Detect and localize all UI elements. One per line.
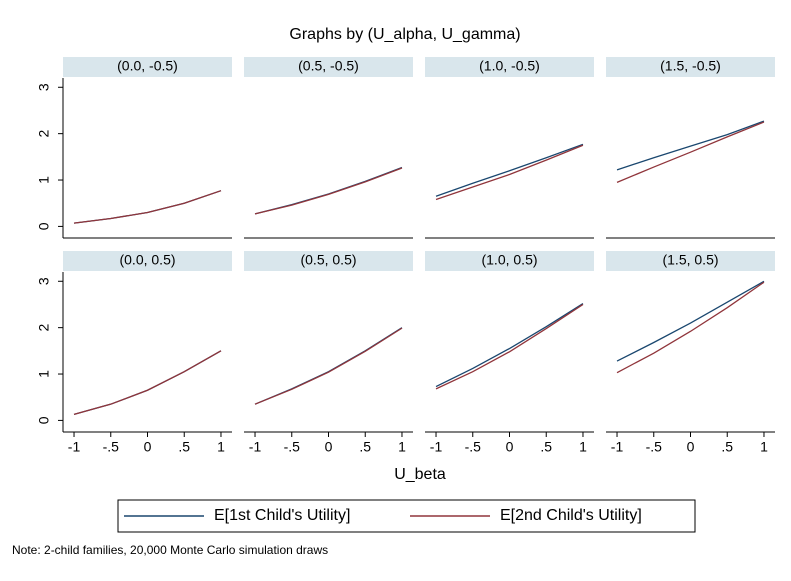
x-tick-label: -1: [249, 439, 262, 455]
series-line: [435, 143, 584, 197]
panel-title: (1.0, 0.5): [481, 252, 537, 268]
x-axis-label: U_beta: [394, 466, 446, 483]
x-tick-label: -1: [611, 439, 624, 455]
x-tick-label: 0: [506, 439, 514, 455]
panel-title: (0.5, -0.5): [298, 58, 359, 74]
series-line: [254, 327, 403, 405]
y-tick-label: 0: [36, 222, 52, 230]
x-tick-label: 0: [325, 439, 333, 455]
x-tick-label: -1: [430, 439, 443, 455]
x-tick-label: -.5: [465, 439, 482, 455]
y-tick-label: 1: [36, 176, 52, 184]
panel-header: [606, 57, 775, 77]
panel-header: [244, 57, 413, 77]
panel-title: (0.5, 0.5): [300, 252, 356, 268]
x-tick-label: 0: [687, 439, 695, 455]
series-line: [616, 280, 765, 362]
x-tick-label: 1: [217, 439, 225, 455]
panel-title: (0.0, -0.5): [117, 58, 178, 74]
x-tick-label: -.5: [284, 439, 301, 455]
series-line: [254, 167, 403, 215]
x-tick-label: .5: [721, 439, 733, 455]
panel-header: [606, 251, 775, 271]
y-tick-label: 3: [36, 83, 52, 91]
series-line: [435, 144, 584, 201]
panel-title: (1.5, 0.5): [662, 252, 718, 268]
legend-label: E[1st Child's Utility]: [214, 507, 350, 524]
note: Note: 2-child families, 20,000 Monte Car…: [12, 543, 328, 557]
series-line: [73, 350, 222, 416]
panel-title: (1.5, -0.5): [660, 58, 721, 74]
panel-header: [63, 251, 232, 271]
x-tick-label: 1: [760, 439, 768, 455]
series-line: [435, 303, 584, 390]
x-tick-label: -1: [68, 439, 81, 455]
series-line: [616, 121, 765, 183]
panel-header: [63, 57, 232, 77]
y-tick-label: 1: [36, 370, 52, 378]
series-line: [73, 190, 222, 224]
x-tick-label: 1: [579, 439, 587, 455]
x-tick-label: 0: [144, 439, 152, 455]
y-tick-label: 2: [36, 324, 52, 332]
legend-label: E[2nd Child's Utility]: [500, 507, 642, 524]
series-line: [616, 120, 765, 171]
x-tick-label: -.5: [646, 439, 663, 455]
series-line: [616, 281, 765, 374]
y-tick-label: 3: [36, 277, 52, 285]
series-line: [435, 302, 584, 388]
chart-title: Graphs by (U_alpha, U_gamma): [289, 26, 520, 43]
x-tick-label: -.5: [103, 439, 120, 455]
x-tick-label: .5: [540, 439, 552, 455]
panel-header: [244, 251, 413, 271]
legend-box: [117, 499, 696, 533]
x-tick-label: .5: [359, 439, 371, 455]
panel-title: (0.0, 0.5): [119, 252, 175, 268]
panel-header: [425, 57, 594, 77]
y-tick-label: 0: [36, 416, 52, 424]
y-tick-label: 2: [36, 130, 52, 138]
x-tick-label: 1: [398, 439, 406, 455]
x-tick-label: .5: [178, 439, 190, 455]
panel-header: [425, 251, 594, 271]
panel-title: (1.0, -0.5): [479, 58, 540, 74]
